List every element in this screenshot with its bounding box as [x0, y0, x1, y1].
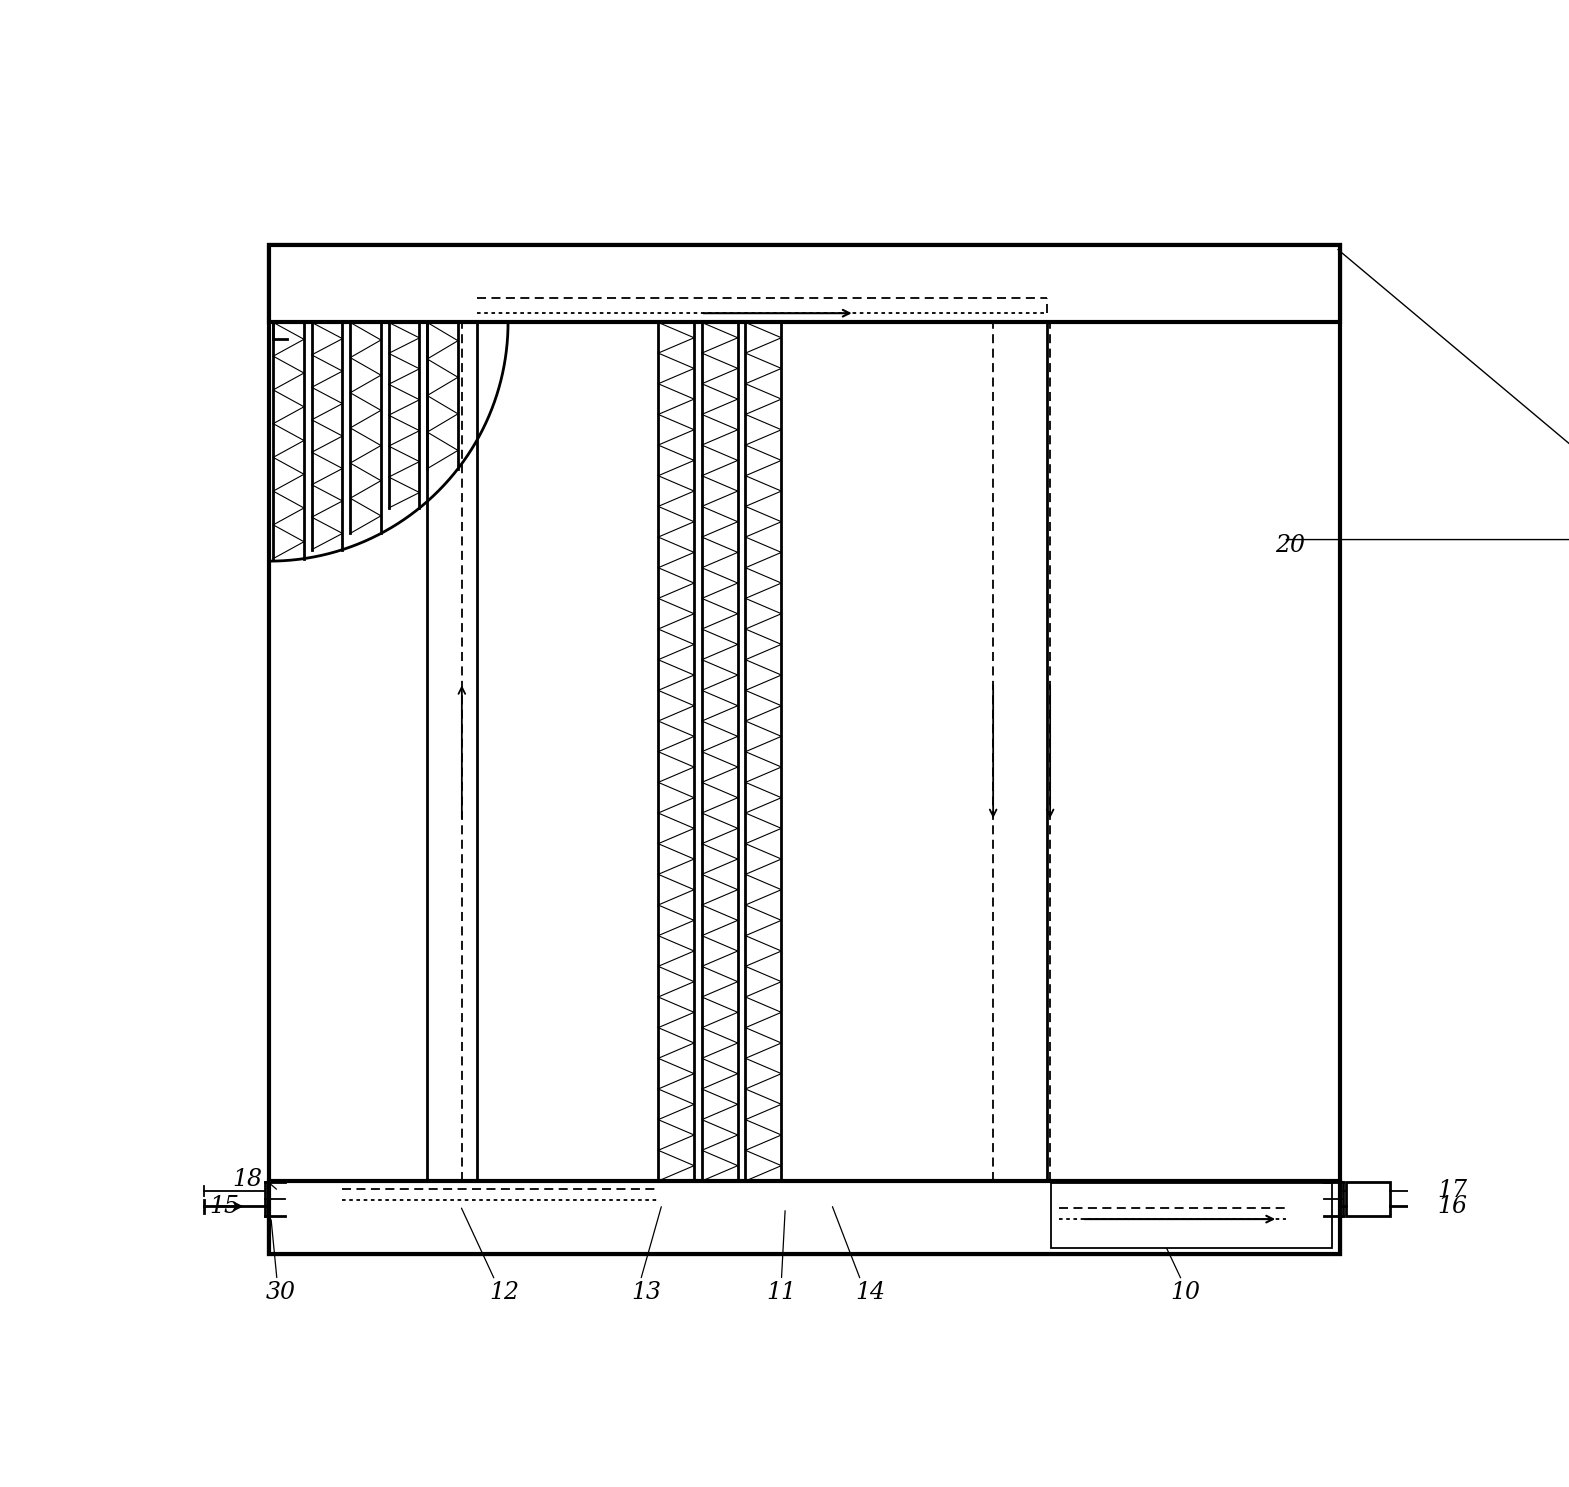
Text: 17: 17	[1437, 1179, 1467, 1203]
Bar	[1051, 1182, 1332, 1248]
Text: 18: 18	[232, 1167, 262, 1191]
Bar	[1346, 1182, 1390, 1216]
Text: 13: 13	[632, 1282, 662, 1304]
Text: 12: 12	[490, 1282, 519, 1304]
Bar	[270, 245, 1340, 323]
Text: 16: 16	[1437, 1196, 1467, 1218]
Bar	[270, 245, 1340, 1254]
Text: 30: 30	[265, 1282, 297, 1304]
Text: 14: 14	[855, 1282, 885, 1304]
Text: 20: 20	[1274, 534, 1304, 558]
Text: 15: 15	[209, 1196, 240, 1218]
Text: 10: 10	[1170, 1282, 1200, 1304]
Bar	[270, 1181, 1340, 1254]
Text: 11: 11	[766, 1282, 797, 1304]
